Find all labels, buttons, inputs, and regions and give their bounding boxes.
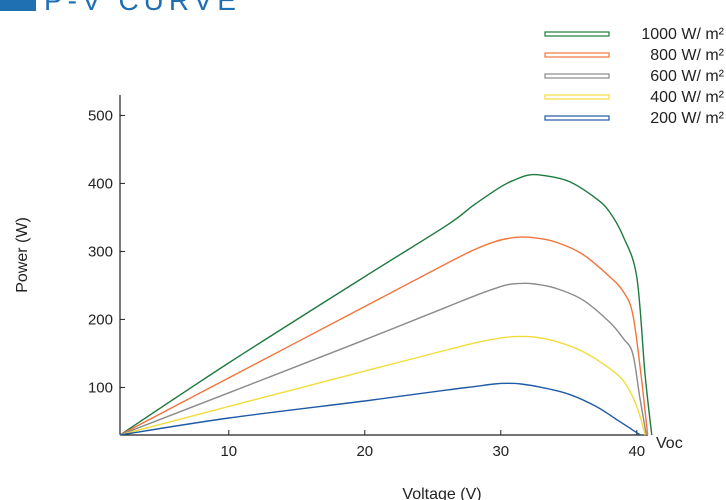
x-tick-label: 20 [356,443,373,460]
legend-label-1: 1000 W/ m² [641,26,724,43]
legend-label-3: 600 W/ m² [650,68,724,85]
x-tick-label: 30 [492,443,509,460]
x-tick-label: 10 [220,443,237,460]
legend-label-4: 400 W/ m² [650,89,724,106]
series-line-3 [120,283,646,435]
legend-swatch-4 [545,95,609,99]
y-tick-label: 400 [88,175,113,192]
voc-label: Voc [656,435,683,452]
x-axis-label: Voltage (V) [402,486,481,500]
series-line-4 [120,336,645,435]
y-tick-label: 100 [88,379,113,396]
legend-swatch-1 [545,32,609,36]
legend-label-2: 800 W/ m² [650,47,724,64]
series-line-5 [120,383,641,435]
y-axis-label: Power (W) [14,217,31,293]
legend-swatch-3 [545,74,609,78]
legend-swatch-5 [545,116,609,120]
x-tick-label: 40 [628,443,645,460]
y-tick-label: 200 [88,311,113,328]
legend: 1000 W/ m² 800 W/ m² 600 W/ m² 400 W/ m² 200… [545,26,725,127]
legend-label-5: 200 W/ m² [650,110,724,127]
axes: 10 20 30 40 100 200 300 400 500 [88,95,648,460]
legend-swatch-2 [545,53,609,57]
series-layer [120,175,652,435]
y-tick-label: 300 [88,243,113,260]
y-tick-label: 500 [88,107,113,124]
series-line-2 [120,237,648,435]
